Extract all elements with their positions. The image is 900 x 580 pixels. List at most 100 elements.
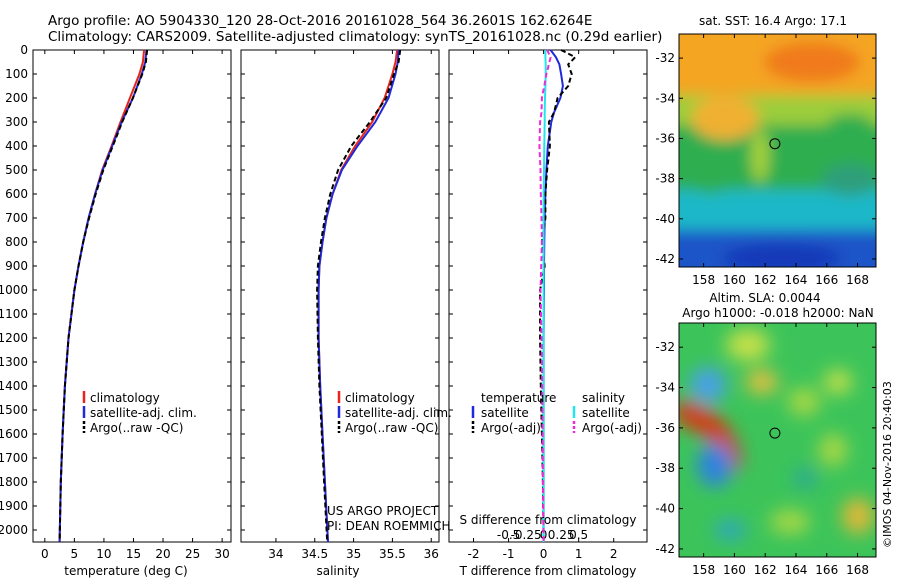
sst-map: 158 160 162 164 166 168 -32 -34 -36 -38 -40 -42: [655, 33, 877, 287]
x-tick-label: 0: [41, 547, 49, 561]
depth-tick-label: 1700: [0, 451, 28, 465]
depth-tick-label: 1200: [0, 331, 28, 345]
map-x-tick-label: 158: [692, 563, 715, 577]
map-x-tick-label: 162: [754, 273, 777, 287]
series-line-argo-raw-qc-: [58, 49, 149, 543]
header-line-2: Climatology: CARS2009. Satellite-adjuste…: [48, 29, 663, 45]
legend-label-temp-argo: Argo(-adj): [481, 421, 541, 435]
map-y-tick-label: -36: [655, 131, 675, 145]
legend-label-satellite: satellite-adj. clim.: [90, 406, 197, 420]
sla-map-subtitle: Argo h1000: -0.018 h2000: NaN: [682, 306, 874, 320]
map-x-tick-label: 166: [815, 273, 838, 287]
depth-tick-label: 1100: [0, 307, 28, 321]
legend-label-sal-argo: Argo(-adj): [582, 421, 642, 435]
sla-map: 158 160 162 164 166 168 -32 -34 -36 -38 -40 -42: [655, 322, 877, 577]
depth-tick-label: 0: [20, 43, 28, 57]
imos-watermark: ©IMOS 04-Nov-2016 20:40:03: [881, 381, 894, 548]
map-x-tick-label: 164: [785, 273, 808, 287]
x-tick-label: 36: [424, 547, 439, 561]
x-tick-label: 2: [610, 547, 618, 561]
legend-heading-temperature: temperature: [481, 391, 556, 405]
depth-tick-label: 700: [5, 211, 28, 225]
sal-xlabel: salinity: [316, 564, 359, 578]
x-tick-label: 15: [126, 547, 141, 561]
map-y-tick-label: -38: [655, 172, 675, 186]
depth-tick-label: 900: [5, 259, 28, 273]
sal-legend: climatology satellite-adj. clim. Argo(..…: [337, 391, 452, 435]
sla-map-title: Altim. SLA: 0.0044: [709, 291, 820, 305]
diff-legend: temperature salinity satellite Argo(-adj…: [471, 391, 642, 435]
depth-tick-label: 1600: [0, 427, 28, 441]
diff-xlabel-top: S difference from climatology: [460, 513, 637, 527]
legend-label-climatology: climatology: [90, 391, 160, 405]
depth-tick-label: 300: [5, 115, 28, 129]
depth-tick-label: 1000: [0, 283, 28, 297]
depth-tick-label: 1900: [0, 499, 28, 513]
x-tick-label: -2: [468, 547, 480, 561]
map-x-tick-label: 164: [785, 563, 808, 577]
legend-label-climatology: climatology: [345, 391, 415, 405]
temperature-panel: 0 5 10 15 20 25 300100200300400500600700800900…: [0, 43, 232, 561]
x-tick-label: 25: [185, 547, 200, 561]
legend-label-argo: Argo(..raw -QC): [345, 421, 438, 435]
x-tick-label: 35.5: [379, 547, 406, 561]
series-line-argo-raw-qc-: [316, 49, 402, 543]
map-y-tick-label: -40: [655, 502, 675, 516]
map-x-tick-label: 168: [846, 273, 869, 287]
salinity-panel: 34 34.5 35 35.5 36: [240, 49, 440, 561]
x-tick-label-top: 0.25: [548, 528, 575, 542]
legend-label-sal-satellite: satellite: [582, 406, 630, 420]
legend-label-argo: Argo(..raw -QC): [90, 421, 183, 435]
depth-tick-label: 100: [5, 67, 28, 81]
temp-xlabel: temperature (deg C): [64, 564, 187, 578]
series-line-salinity-argo-adj-: [538, 49, 552, 543]
x-tick-label-top: 0.5: [569, 528, 588, 542]
x-tick-label-top: -0.5: [497, 528, 520, 542]
map-x-tick-label: 160: [723, 563, 746, 577]
x-tick-label: 30: [214, 547, 229, 561]
depth-tick-label: 1800: [0, 475, 28, 489]
legend-label-temp-satellite: satellite: [481, 406, 529, 420]
x-tick-label: 0: [540, 547, 548, 561]
x-tick-label: 35: [346, 547, 361, 561]
depth-tick-label: 1500: [0, 403, 28, 417]
series-line-temperature-argo-adj-: [539, 49, 577, 543]
x-tick-label: 20: [155, 547, 170, 561]
depth-tick-label: 200: [5, 91, 28, 105]
map-x-tick-label: 166: [815, 563, 838, 577]
x-tick-label: 10: [96, 547, 111, 561]
x-tick-label: 1: [575, 547, 583, 561]
project-credit: US ARGO PROJECT: [327, 504, 439, 518]
pi-credit: PI: DEAN ROEMMICH: [327, 519, 450, 533]
x-tick-label: -1: [503, 547, 515, 561]
map-x-tick-label: 168: [846, 563, 869, 577]
depth-tick-label: 800: [5, 235, 28, 249]
map-y-tick-label: -42: [655, 252, 675, 266]
difference-panel: -2 -1 0 1 2-0.5-0.250 0.250.5: [448, 49, 648, 561]
map-x-tick-label: 160: [723, 273, 746, 287]
depth-tick-label: 600: [5, 187, 28, 201]
depth-tick-label: 1300: [0, 355, 28, 369]
depth-tick-label: 1400: [0, 379, 28, 393]
map-x-tick-label: 162: [754, 563, 777, 577]
map-y-tick-label: -32: [655, 51, 675, 65]
depth-tick-label: 2000: [0, 523, 28, 537]
map-x-tick-label: 158: [692, 273, 715, 287]
map-y-tick-label: -42: [655, 542, 675, 556]
x-tick-label: 34.5: [301, 547, 328, 561]
header-line-1: Argo profile: AO 5904330_120 28-Oct-2016…: [48, 13, 593, 29]
depth-tick-label: 500: [5, 163, 28, 177]
map-y-tick-label: -32: [655, 340, 675, 354]
x-tick-label-top: -0.25: [511, 528, 542, 542]
map-y-tick-label: -40: [655, 212, 675, 226]
legend-label-satellite: satellite-adj. clim.: [345, 406, 452, 420]
map-y-tick-label: -36: [655, 421, 675, 435]
map-y-tick-label: -38: [655, 461, 675, 475]
sla-argo-marker: [769, 427, 781, 439]
x-tick-label: 34: [268, 547, 283, 561]
sst-argo-marker: [769, 138, 781, 150]
diff-xlabel: T difference from climatology: [459, 564, 637, 578]
map-y-tick-label: -34: [655, 381, 675, 395]
temp-legend: climatology satellite-adj. clim. Argo(..…: [82, 391, 197, 435]
